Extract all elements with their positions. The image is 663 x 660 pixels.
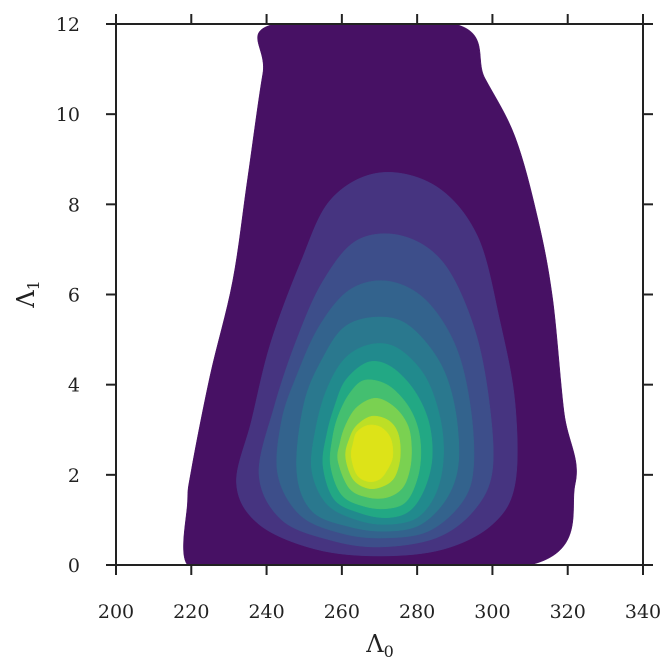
x-tick-label: 340 (625, 601, 661, 623)
x-tick-label: 280 (399, 601, 435, 623)
x-tick-label: 300 (474, 601, 510, 623)
y-tick-label: 0 (68, 555, 80, 577)
x-tick-label: 200 (98, 601, 134, 623)
tick-labels: 200 220 240 260 280 300 320 340 0 2 4 6 8 10 12 (56, 14, 661, 623)
y-tick-label: 6 (68, 285, 80, 307)
x-tick-label: 240 (248, 601, 284, 623)
y-tick-label: 10 (56, 104, 80, 126)
density-contours (183, 24, 577, 565)
x-tick-label: 220 (173, 601, 209, 623)
axis-ticks (106, 14, 653, 575)
contour-level-11 (350, 424, 394, 483)
x-axis-label: Λ0 (365, 630, 394, 660)
y-tick-label: 4 (68, 375, 80, 397)
y-tick-label: 12 (56, 14, 80, 36)
y-tick-label: 2 (68, 465, 80, 487)
x-tick-label: 260 (324, 601, 360, 623)
y-tick-label: 8 (68, 194, 80, 216)
y-axis-label: Λ1 (12, 280, 43, 309)
x-tick-label: 320 (550, 601, 586, 623)
